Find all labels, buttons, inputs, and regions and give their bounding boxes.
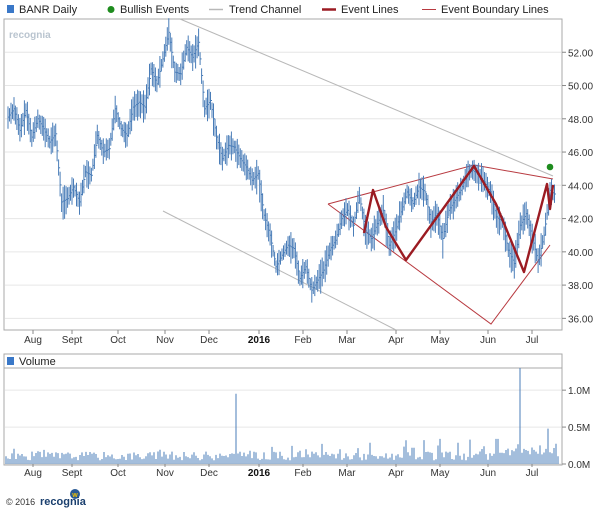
trend-channel-upper xyxy=(179,18,554,177)
price-panel-frame xyxy=(3,18,563,331)
volume-legend-swatch xyxy=(7,357,14,365)
legend-bullish: Bullish Events xyxy=(120,4,190,16)
price-x-axis: Aug Sept Oct Nov Dec 2016 Feb Mar Apr May Jun Jul xyxy=(24,330,538,346)
price-grid xyxy=(5,51,561,319)
volume-x-tick: May xyxy=(431,468,450,479)
volume-y-axis: 0.0M 0.5M 1.0M xyxy=(562,386,590,471)
price-y-tick: 44.00 xyxy=(568,181,593,192)
price-x-tick: Nov xyxy=(156,335,174,346)
price-y-axis: 36.00 38.00 40.00 42.00 44.00 46.00 48.00 50.00… xyxy=(562,48,593,325)
price-x-tick: Jun xyxy=(480,335,496,346)
legend-ticker: BANR Daily xyxy=(19,4,78,16)
volume-x-axis: Aug Sept Oct Nov Dec 2016 Feb Mar Apr May Jun Jul xyxy=(24,464,538,479)
price-y-tick: 46.00 xyxy=(568,148,593,159)
bullish-event-marker[interactable] xyxy=(546,163,554,171)
price-x-tick: Jul xyxy=(526,335,539,346)
volume-x-tick: Mar xyxy=(338,468,356,479)
volume-x-tick: Jul xyxy=(526,468,539,479)
price-x-tick: May xyxy=(431,335,450,346)
volume-grid xyxy=(5,389,561,465)
price-x-tick: Sept xyxy=(62,335,83,346)
brand-logo-glyph: w xyxy=(71,492,78,499)
price-y-tick: 52.00 xyxy=(568,48,593,59)
watermark: recognia xyxy=(9,30,51,41)
volume-x-tick: Aug xyxy=(24,468,42,479)
price-y-tick: 42.00 xyxy=(568,215,593,226)
volume-panel-frame xyxy=(3,353,563,466)
event-lines xyxy=(362,164,555,274)
price-y-tick: 38.00 xyxy=(568,281,593,292)
volume-x-tick: Feb xyxy=(294,468,312,479)
price-x-tick: Mar xyxy=(338,335,356,346)
price-bars xyxy=(7,18,556,303)
footer-copyright: © 2016 xyxy=(6,497,35,507)
price-x-tick: 2016 xyxy=(248,335,271,346)
volume-x-tick: Apr xyxy=(388,468,404,479)
volume-y-tick: 1.0M xyxy=(568,386,590,397)
volume-x-tick: Nov xyxy=(156,468,174,479)
bullish-legend-dot xyxy=(107,6,115,13)
price-x-tick: Dec xyxy=(200,335,218,346)
legend-boundary: Event Boundary Lines xyxy=(441,4,549,16)
volume-x-tick: Oct xyxy=(110,468,126,479)
legend: BANR Daily Bullish Events Trend Channel … xyxy=(7,4,549,16)
price-x-tick: Apr xyxy=(388,335,404,346)
legend-trend: Trend Channel xyxy=(229,4,301,16)
ticker-legend-swatch xyxy=(7,5,14,13)
price-y-tick: 36.00 xyxy=(568,314,593,325)
legend-event-lines: Event Lines xyxy=(341,4,399,16)
price-y-tick: 50.00 xyxy=(568,82,593,93)
brand-logo-icon xyxy=(70,489,80,499)
volume-bars xyxy=(5,368,559,464)
event-boundary-upper xyxy=(327,164,554,205)
footer-brand: recognia xyxy=(40,496,87,508)
volume-y-tick: 0.0M xyxy=(568,460,590,471)
volume-label: Volume xyxy=(19,356,56,368)
price-x-tick: Aug xyxy=(24,335,42,346)
volume-x-tick: Sept xyxy=(62,468,83,479)
volume-x-tick: 2016 xyxy=(248,468,271,479)
event-boundary-lower xyxy=(327,203,551,325)
price-x-tick: Oct xyxy=(110,335,126,346)
volume-x-tick: Dec xyxy=(200,468,218,479)
price-y-tick: 40.00 xyxy=(568,248,593,259)
price-y-tick: 48.00 xyxy=(568,115,593,126)
price-x-tick: Feb xyxy=(294,335,312,346)
volume-y-tick: 0.5M xyxy=(568,423,590,434)
volume-x-tick: Jun xyxy=(480,468,496,479)
